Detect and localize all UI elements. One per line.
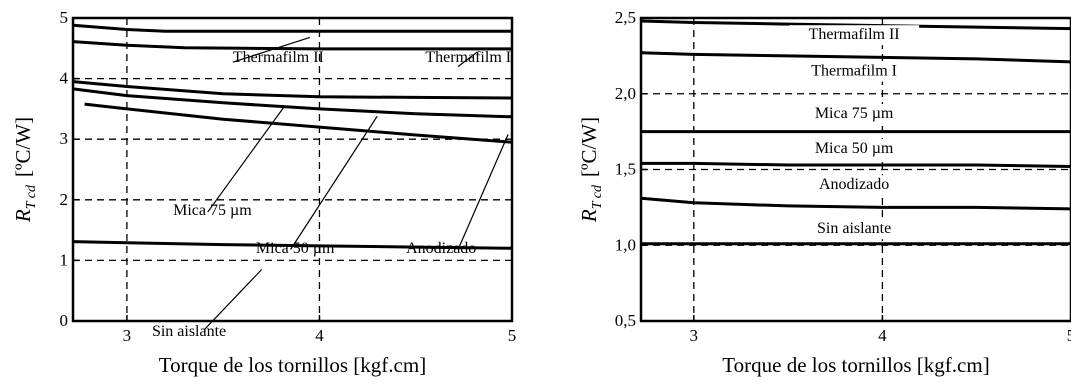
annotation-label: Mica 75 µm [173, 202, 252, 219]
series-line [72, 40, 512, 51]
series-line [641, 161, 1071, 168]
annotation-label: Anodizado [819, 176, 889, 193]
series-line [640, 19, 1071, 31]
series-line [72, 87, 513, 119]
leader-line [457, 51, 478, 67]
x-axis-label: Torque de los tornillos [kgf.cm] [722, 353, 989, 377]
x-tick-label: 3 [690, 326, 699, 345]
plot-frame [71, 16, 514, 323]
y-tick-label: 2,5 [615, 8, 636, 27]
annotation-background [789, 61, 920, 82]
y-tick-label: 2,0 [615, 84, 636, 103]
y-tick-label: 1,5 [615, 160, 636, 179]
chart-left: Thermafilm II Thermafilm I Mica 75 µm Mica … [11, 8, 516, 377]
series-line [72, 240, 513, 250]
annotation-label: Mica 50 µm [815, 140, 894, 157]
leader-line [207, 105, 286, 213]
annotation-label: Sin aislante [152, 323, 226, 340]
y-axis-label-symbol: R [11, 209, 35, 223]
leader-line [457, 134, 509, 250]
x-tick-label: 4 [878, 326, 887, 345]
annotation-label: Sin aislante [817, 220, 891, 237]
y-tick-label: 1,0 [615, 235, 636, 254]
series-line [84, 102, 513, 144]
series-line [640, 51, 1071, 64]
y-tick-label: 1 [60, 250, 69, 269]
annotation-background [789, 219, 920, 240]
x-tick-label: 3 [123, 326, 132, 345]
y-tick-label: 3 [60, 129, 69, 148]
annotation-background [789, 175, 920, 196]
leader-line [290, 115, 378, 250]
annotation-label: Thermafilm I [425, 49, 511, 66]
y-axis-label: RT cd [ºC/W] [11, 117, 39, 223]
x-tick-label: 5 [508, 326, 517, 345]
x-axis-label: Torque de los tornillos [kgf.cm] [159, 353, 426, 377]
annotation-background [789, 25, 920, 46]
series-line [640, 196, 1071, 211]
y-tick-label: 5 [60, 8, 69, 27]
y-tick-label: 0 [60, 311, 69, 330]
annotation-label: Thermafilm I [811, 63, 897, 80]
y-tick-label: 0,5 [615, 311, 636, 330]
x-tick-label: 5 [1067, 326, 1071, 345]
chart-right: Thermafilm II Thermafilm I Mica 75 µm Mica … [577, 8, 1071, 377]
x-tick-label: 4 [315, 326, 324, 345]
annotation-background [789, 138, 920, 159]
y-axis-label-symbol: R [577, 209, 601, 223]
y-axis-label-unit: [ºC/W] [577, 117, 601, 177]
annotation-label: Anodizado [406, 240, 476, 257]
y-axis-label-unit: [ºC/W] [11, 117, 35, 177]
annotation-label: Mica 50 µm [256, 240, 335, 257]
series-line [72, 80, 513, 100]
annotation-label: Mica 75 µm [815, 105, 894, 122]
y-axis-label: RT cd [ºC/W] [577, 117, 605, 223]
annotation-label: Thermafilm II [809, 26, 900, 43]
annotation-label: Thermafilm II [233, 49, 324, 66]
leader-line [232, 36, 311, 63]
y-axis-label-subscript: T cd [24, 184, 39, 209]
y-tick-label: 2 [60, 190, 69, 209]
series-line [72, 23, 512, 33]
annotation-background [789, 103, 920, 124]
y-tick-label: 4 [60, 69, 69, 88]
y-axis-label-subscript: T cd [590, 184, 605, 209]
